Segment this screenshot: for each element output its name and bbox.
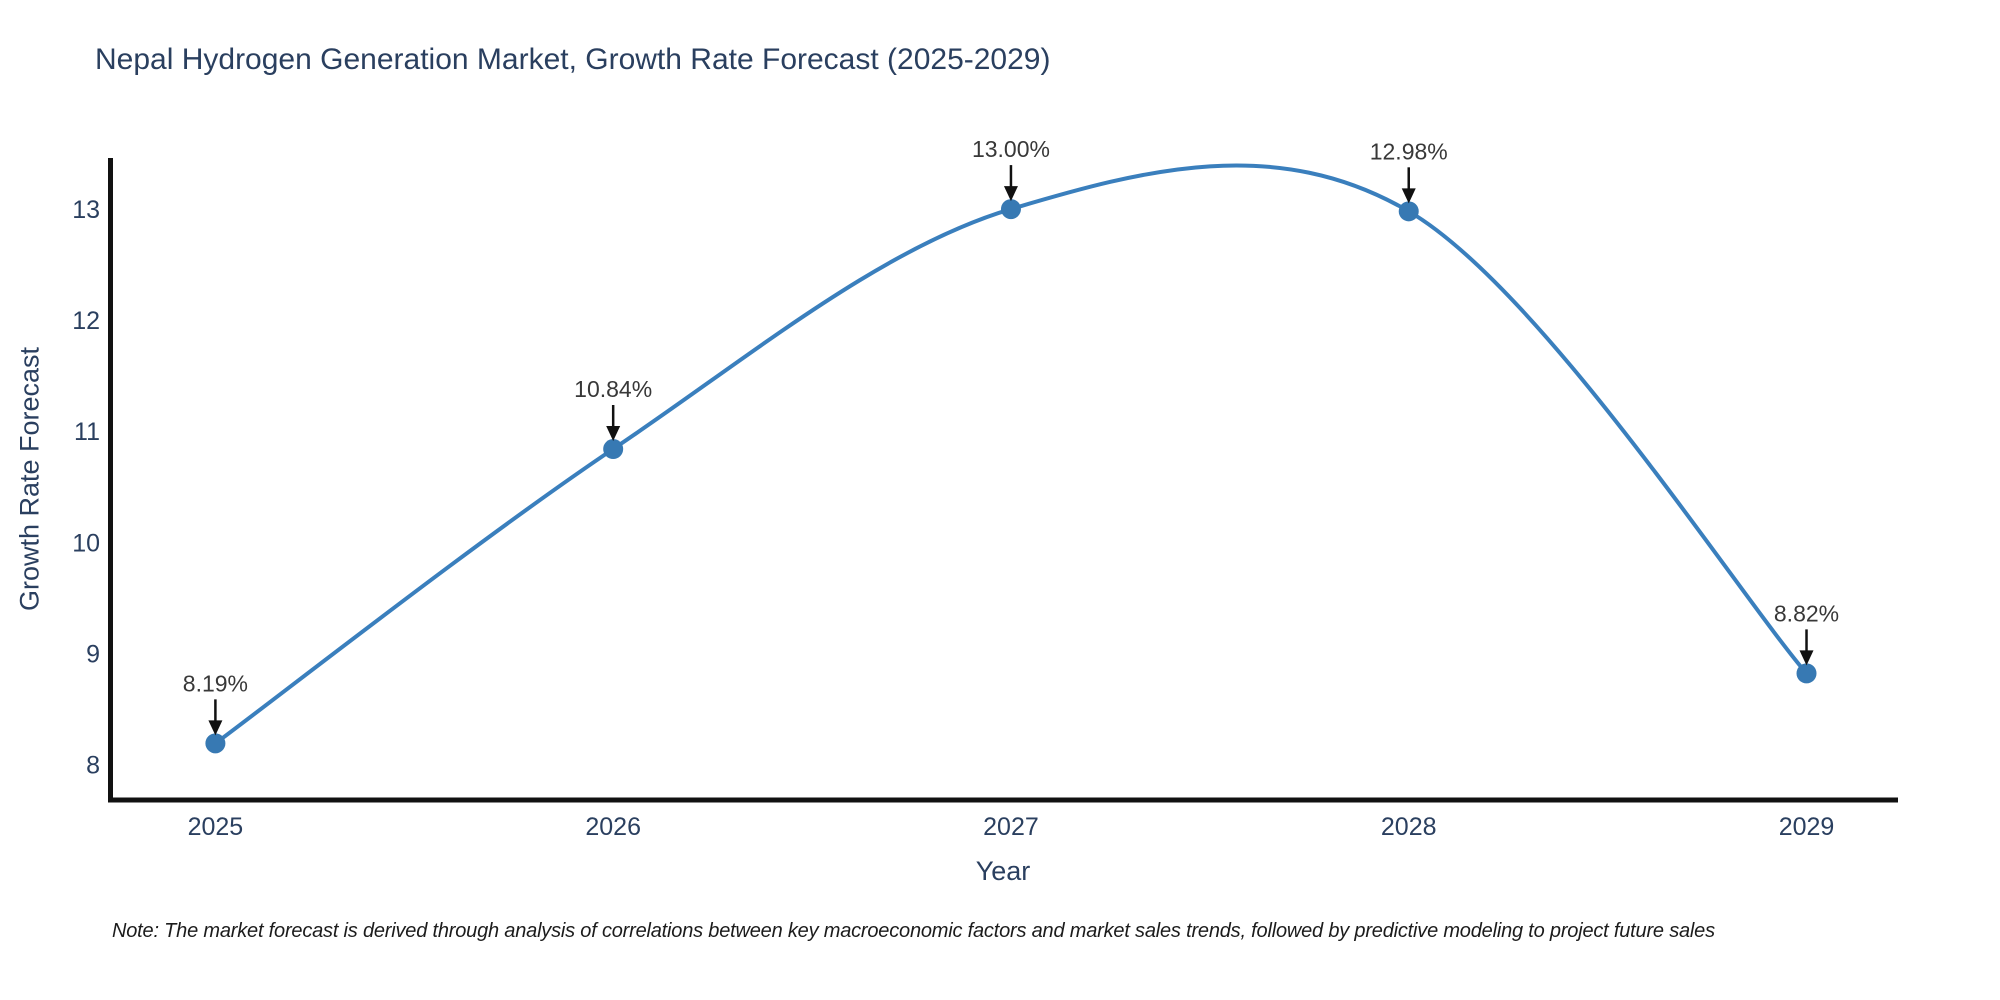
data-point-label: 12.98% [1370,138,1448,164]
chart-title: Nepal Hydrogen Generation Market, Growth… [95,43,1051,76]
annotation-arrow-head [208,720,223,736]
y-tick-label: 9 [86,640,100,668]
annotation-arrow-head [1003,186,1018,202]
data-point-marker [1796,663,1817,684]
annotation-arrow-head [1799,650,1814,666]
data-point-label: 8.19% [183,670,248,696]
x-tick-label: 2027 [983,813,1039,841]
data-point-marker [603,439,624,460]
data-point-label: 8.82% [1774,600,1839,626]
data-point-marker [1398,201,1419,222]
x-tick-label: 2028 [1381,813,1437,841]
y-tick-label: 10 [72,529,100,557]
annotation-arrow-head [1401,188,1416,204]
x-axis-title: Year [975,856,1031,886]
y-tick-label: 12 [72,307,100,335]
data-point-marker [1000,199,1021,220]
x-tick-label: 2029 [1779,813,1835,841]
annotation-arrow-head [606,426,621,442]
x-tick-label: 2026 [585,813,641,841]
x-tick-label: 2025 [188,813,244,841]
data-point-marker [205,733,226,754]
y-tick-label: 13 [72,196,100,224]
data-point-label: 10.84% [574,376,652,402]
forecast-line [213,163,1809,746]
y-tick-label: 8 [86,751,100,779]
y-tick-label: 11 [74,418,100,446]
chart-note: Note: The market forecast is derived thr… [112,920,1715,942]
data-point-label: 13.00% [972,136,1050,162]
